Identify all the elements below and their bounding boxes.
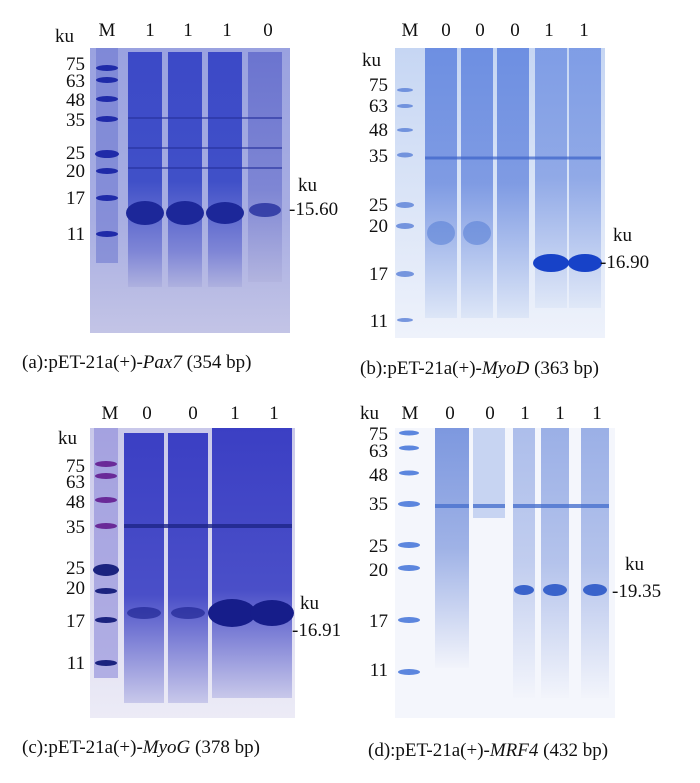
panel-c-band-value: 16.91	[298, 620, 342, 641]
panel-d-marker-label: 20	[369, 560, 388, 581]
panel-c-lane-label: 1	[230, 403, 240, 424]
panel-b-marker-label: 63	[369, 96, 388, 117]
panel-b-caption: (b):pET-21a(+)-MyoD (363 bp)	[360, 358, 599, 380]
panel-a-unit: ku	[55, 26, 74, 47]
panel-d-lane-label: 0	[485, 403, 495, 424]
panel-d-marker-label: 11	[369, 660, 388, 681]
panel-b-lane-label: M	[401, 20, 419, 41]
caption-prefix: (a):pET-21a(+)-	[22, 352, 143, 373]
panel-c-lane-label: 1	[269, 403, 279, 424]
panel-a-marker-label: 17	[66, 188, 85, 209]
panel-a-band-label: -15.60	[289, 199, 339, 220]
panel-b-marker-label: 17	[369, 264, 388, 285]
panel-c-band-label: -16.91	[292, 620, 342, 641]
panel-b-marker-label: 75	[369, 75, 388, 96]
panel-d-lane-label: 0	[445, 403, 455, 424]
panel-b-unit: ku	[362, 50, 381, 71]
panel-c-lane-label: M	[101, 403, 119, 424]
caption-suffix: (363 bp)	[529, 358, 599, 379]
caption-prefix: (c):pET-21a(+)-	[22, 737, 143, 758]
panel-a-marker-label: 20	[66, 161, 85, 182]
panel-a-lane-label: 1	[183, 20, 193, 41]
panel-d-unit: ku	[360, 403, 379, 424]
panel-b-lane-label: 0	[510, 20, 520, 41]
panel-c-unit: ku	[58, 428, 77, 449]
panel-c-marker-label: 63	[66, 472, 85, 493]
panel-b-lane-label: 0	[441, 20, 451, 41]
panel-b-gel-image	[395, 48, 605, 338]
panel-b-marker-label: 35	[369, 146, 388, 167]
panel-b-marker-label: 48	[369, 120, 388, 141]
caption-prefix: (d):pET-21a(+)-	[368, 740, 490, 761]
panel-b-marker-label: 25	[369, 195, 388, 216]
panel-c-lane-label: 0	[188, 403, 198, 424]
caption-suffix: (378 bp)	[190, 737, 260, 758]
panel-d-marker-label: 25	[369, 536, 388, 557]
caption-prefix: (b):pET-21a(+)-	[360, 358, 482, 379]
panel-b-marker-label: 20	[369, 216, 388, 237]
panel-d-band-label: -19.35	[612, 581, 662, 602]
panel-b-band-unit: ku	[613, 225, 632, 246]
panel-a-lane-label: 1	[222, 20, 232, 41]
panel-a-marker-label: 63	[66, 71, 85, 92]
caption-suffix: (354 bp)	[181, 352, 252, 373]
panel-d-caption: (d):pET-21a(+)-MRF4 (432 bp)	[368, 740, 608, 762]
panel-d-marker-label: 75	[369, 424, 388, 445]
panel-d-marker-label: 17	[369, 611, 388, 632]
panel-a-marker-label: 48	[66, 90, 85, 111]
panel-d-band-unit: ku	[625, 554, 644, 575]
caption-gene: MyoG	[142, 737, 191, 758]
panel-a-marker-label: 35	[66, 110, 85, 131]
panel-c-lane-label: 0	[142, 403, 152, 424]
panel-a-lane-label: M	[98, 20, 116, 41]
panel-d-gel-image	[395, 428, 615, 718]
panel-c-marker-label: 48	[66, 492, 85, 513]
panel-b-marker-label: 11	[369, 311, 388, 332]
panel-c-band-unit: ku	[300, 593, 319, 614]
panel-c-marker-label: 25	[66, 558, 85, 579]
caption-gene: MRF4	[489, 740, 539, 761]
panel-a-lane-label: 0	[263, 20, 273, 41]
panel-d-lane-label: 1	[592, 403, 602, 424]
panel-c-marker-label: 20	[66, 578, 85, 599]
caption-gene: MyoD	[481, 358, 530, 379]
panel-a-band-value: 15.60	[295, 199, 339, 220]
panel-a-marker-label: 11	[66, 224, 85, 245]
caption-suffix: (432 bp)	[538, 740, 609, 761]
panel-a-marker-label: 25	[66, 143, 85, 164]
panel-c-marker-label: 11	[66, 653, 85, 674]
panel-d-lane-label: 1	[520, 403, 530, 424]
panel-d-lane-label: M	[401, 403, 419, 424]
panel-d-marker-label: 35	[369, 494, 388, 515]
caption-gene: Pax7	[142, 352, 182, 373]
panel-a-lane-label: 1	[145, 20, 155, 41]
panel-c-marker-label: 17	[66, 611, 85, 632]
panel-c-caption: (c):pET-21a(+)-MyoG (378 bp)	[22, 737, 260, 759]
panel-d-marker-label: 63	[369, 441, 388, 462]
panel-d-marker-label: 48	[369, 465, 388, 486]
panel-a-caption: (a):pET-21a(+)-Pax7 (354 bp)	[22, 352, 252, 374]
panel-a-gel-image	[90, 48, 290, 333]
panel-b-band-label: -16.90	[600, 252, 650, 273]
panel-d-lane-label: 1	[555, 403, 565, 424]
panel-c-gel-image	[90, 428, 295, 718]
panel-b-lane-label: 1	[544, 20, 554, 41]
panel-a-marker-label: 75	[66, 54, 85, 75]
panel-c-marker-label: 35	[66, 517, 85, 538]
panel-a-band-unit: ku	[298, 175, 317, 196]
panel-c-marker-label: 75	[66, 456, 85, 477]
panel-b-lane-label: 1	[579, 20, 589, 41]
panel-b-lane-label: 0	[475, 20, 485, 41]
panel-b-band-value: 16.90	[606, 252, 650, 273]
panel-d-band-value: 19.35	[618, 581, 662, 602]
